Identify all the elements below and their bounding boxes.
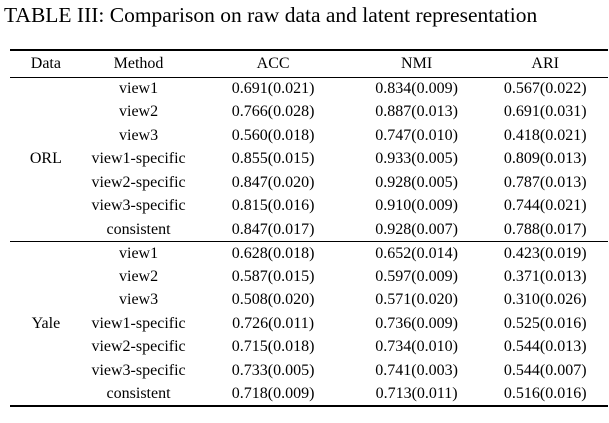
table-row: view3-specific 0.733(0.005) 0.741(0.003)… — [10, 359, 608, 383]
col-header-data: Data — [10, 50, 82, 78]
cell-method: view3-specific — [91, 361, 186, 379]
col-header-method: Method — [81, 50, 196, 78]
cell-acc: 0.847(0.020) — [231, 173, 315, 191]
table-row: view3-specific 0.815(0.016) 0.910(0.009)… — [10, 195, 608, 219]
cell-ari: 0.418(0.021) — [503, 126, 587, 144]
cell-ari: 0.525(0.016) — [503, 314, 587, 332]
dataset-label: Yale — [31, 314, 61, 332]
cell-nmi: 0.928(0.005) — [375, 173, 458, 191]
cell-acc: 0.628(0.018) — [231, 244, 315, 262]
cell-ari: 0.567(0.022) — [503, 80, 587, 97]
table-row: ORL view1 0.691(0.021) 0.834(0.009) 0.56… — [10, 77, 608, 242]
table-row: consistent 0.847(0.017) 0.928(0.007) 0.7… — [10, 218, 608, 242]
cell-acc: 0.847(0.017) — [195, 218, 351, 242]
cell-acc: 0.815(0.016) — [231, 197, 315, 215]
cell-acc: 0.715(0.018) — [231, 338, 315, 356]
cell-acc: 0.508(0.020) — [231, 291, 315, 309]
cell-method: view3-specific — [91, 197, 186, 215]
cell-method: view1-specific — [91, 314, 186, 332]
cell-nmi: 0.933(0.005) — [375, 150, 458, 168]
cell-nmi: 0.928(0.007) — [350, 218, 483, 242]
cell-method: consistent — [106, 384, 171, 402]
cell-ari: 0.691(0.031) — [503, 103, 587, 121]
col-header-acc: ACC — [195, 50, 351, 78]
cell-method: view1-specific — [91, 150, 186, 168]
cell-nmi: 0.741(0.003) — [375, 361, 458, 379]
table-row: view1-specific 0.855(0.015) 0.933(0.005)… — [10, 148, 608, 172]
cell-ari: 0.310(0.026) — [503, 291, 587, 309]
cell-nmi: 0.597(0.009) — [375, 267, 458, 285]
cell-ari: 0.371(0.013) — [503, 267, 587, 285]
cell-method: view2 — [119, 103, 159, 121]
cell-ari: 0.544(0.013) — [503, 338, 587, 356]
cell-nmi: 0.910(0.009) — [375, 197, 458, 215]
cell-ari: 0.744(0.021) — [503, 197, 587, 215]
cell-method: view1 — [119, 244, 159, 262]
cell-nmi: 0.713(0.011) — [375, 384, 458, 402]
table-row: consistent 0.718(0.009) 0.713(0.011) 0.5… — [10, 383, 608, 407]
table-row: view2 0.766(0.028) 0.887(0.013) 0.691(0.… — [10, 101, 608, 125]
cell-acc: 0.733(0.005) — [231, 361, 315, 379]
cell-nmi: 0.734(0.010) — [375, 338, 458, 356]
dataset-label: ORL — [10, 77, 82, 242]
cell-method: view2-specific — [91, 173, 186, 191]
cell-acc: 0.691(0.021) — [231, 80, 315, 97]
cell-acc: 0.766(0.028) — [231, 103, 315, 121]
cell-nmi: 0.571(0.020) — [375, 291, 458, 309]
cell-nmi: 0.887(0.013) — [375, 103, 458, 121]
cell-acc: 0.718(0.009) — [231, 384, 315, 402]
cell-ari: 0.788(0.017) — [482, 218, 608, 242]
cell-method: view2-specific — [91, 338, 186, 356]
table-row: view3 0.508(0.020) 0.571(0.020) 0.310(0.… — [10, 289, 608, 313]
cell-nmi: 0.736(0.009) — [375, 314, 458, 332]
cell-ari: 0.544(0.007) — [503, 361, 587, 379]
table-header-row: Data Method ACC NMI ARI — [10, 50, 608, 78]
cell-method: view1 — [119, 80, 159, 97]
cell-method: view3 — [119, 126, 159, 144]
cell-method: consistent — [81, 218, 196, 242]
table-row: view2 0.587(0.015) 0.597(0.009) 0.371(0.… — [10, 265, 608, 289]
cell-acc: 0.587(0.015) — [231, 267, 315, 285]
table-row: Yale view1 0.628(0.018) 0.652(0.014) 0.4… — [10, 242, 608, 332]
group-orl: ORL view1 0.691(0.021) 0.834(0.009) 0.56… — [10, 77, 608, 242]
cell-nmi: 0.652(0.014) — [375, 244, 458, 262]
col-header-ari: ARI — [482, 50, 608, 78]
cell-nmi: 0.747(0.010) — [375, 126, 458, 144]
cell-ari: 0.787(0.013) — [503, 173, 587, 191]
col-header-nmi: NMI — [350, 50, 483, 78]
group-yale: Yale view1 0.628(0.018) 0.652(0.014) 0.4… — [10, 242, 608, 407]
cell-acc: 0.560(0.018) — [231, 126, 315, 144]
cell-ari: 0.516(0.016) — [503, 384, 587, 402]
cell-acc: 0.855(0.015) — [231, 150, 315, 168]
cell-ari: 0.423(0.019) — [503, 244, 587, 262]
cell-acc: 0.726(0.011) — [232, 314, 315, 332]
table-caption: TABLE III: Comparison on raw data and la… — [4, 3, 538, 27]
cell-method: view3 — [119, 291, 159, 309]
table-row: view2-specific 0.715(0.018) 0.734(0.010)… — [10, 336, 608, 360]
cell-ari: 0.809(0.013) — [503, 150, 587, 168]
cell-method: view2 — [119, 267, 159, 285]
table-row: view2-specific 0.847(0.020) 0.928(0.005)… — [10, 171, 608, 195]
comparison-table: Data Method ACC NMI ARI ORL view1 0.691(… — [10, 49, 608, 407]
table-row: view3 0.560(0.018) 0.747(0.010) 0.418(0.… — [10, 124, 608, 148]
cell-nmi: 0.834(0.009) — [375, 80, 458, 97]
table-row: view1-specific 0.726(0.011) 0.736(0.009)… — [10, 312, 608, 336]
